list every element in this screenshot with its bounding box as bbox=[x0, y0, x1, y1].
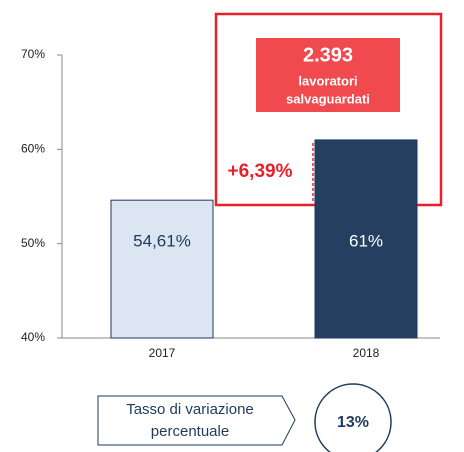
y-tick-label: 50% bbox=[21, 236, 45, 250]
summary-value: 13% bbox=[337, 414, 369, 431]
callout-box bbox=[256, 38, 400, 112]
callout-text: salvaguardati bbox=[286, 91, 370, 106]
summary-label: percentuale bbox=[151, 423, 229, 440]
value-label: 61% bbox=[349, 231, 383, 250]
y-tick-label: 60% bbox=[21, 142, 45, 156]
x-tick-label: 2017 bbox=[149, 346, 176, 360]
y-tick-label: 70% bbox=[21, 47, 45, 61]
callout-text: lavoratori bbox=[298, 73, 357, 88]
callout-headline: 2.393 bbox=[303, 44, 353, 66]
summary-shape bbox=[97, 395, 296, 446]
bar bbox=[314, 139, 418, 339]
summary-label: Tasso di variazione bbox=[126, 401, 254, 418]
summary-circle bbox=[314, 383, 392, 452]
change-label: +6,39% bbox=[228, 161, 293, 182]
bar bbox=[110, 199, 214, 339]
x-tick-label: 2018 bbox=[353, 346, 380, 360]
value-label: 54,61% bbox=[133, 231, 191, 250]
y-tick-label: 40% bbox=[21, 330, 45, 344]
